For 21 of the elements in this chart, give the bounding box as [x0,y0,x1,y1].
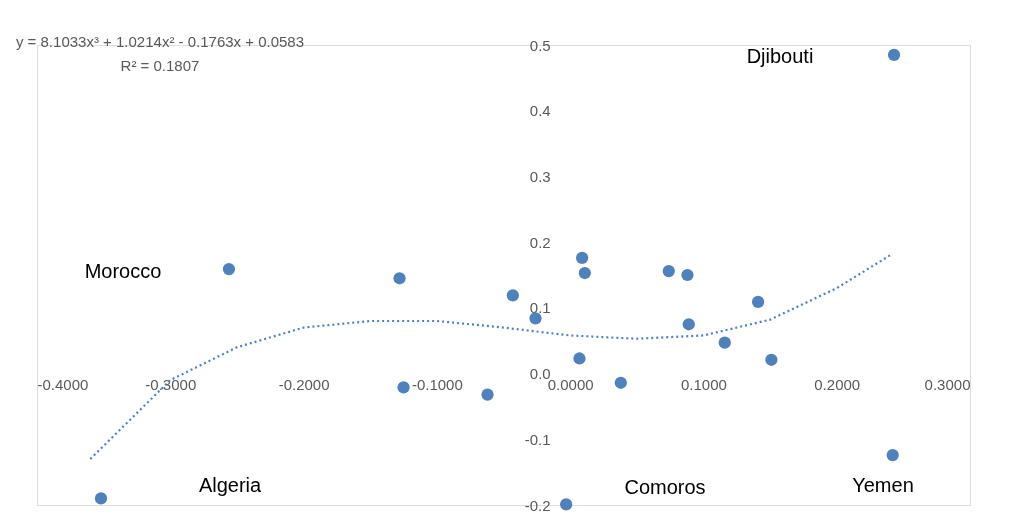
x-tick-label: -0.3000 [145,376,197,394]
y-tick-label: 0.3 [529,167,551,185]
x-tick-label: 0.1000 [680,376,727,394]
annotation: Algeria [198,474,262,496]
x-tick-label: 0.3000 [924,376,971,394]
x-tick-label: -0.1000 [411,376,463,394]
x-tick-label: 0.2000 [814,376,861,394]
y-tick-label: -0.1 [524,430,551,448]
y-tick-label: 0.1 [529,299,551,317]
annotation: Yemen [852,474,914,496]
y-tick-label: 0.5 [529,36,551,54]
x-tick-label: -0.4000 [37,376,89,394]
y-tick-label: 0.2 [529,233,551,251]
annotation: Morocco [84,260,162,282]
y-tick-label: -0.2 [524,496,551,514]
annotation: R² = 0.1807 [120,57,200,74]
annotation: Djibouti [746,45,814,67]
annotation: y = 8.1033x³ + 1.0214x² - 0.1763x + 0.0583 [15,33,305,50]
annotation: Comoros [624,476,706,498]
x-tick-label: -0.2000 [278,376,330,394]
y-tick-label: 0.4 [529,102,551,120]
